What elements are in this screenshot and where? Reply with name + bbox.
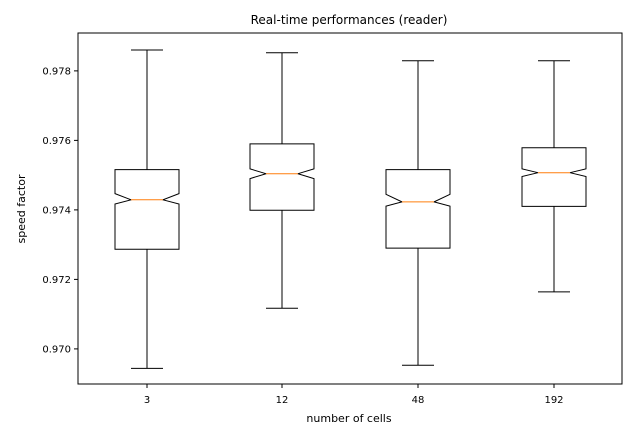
y-tick-label: 0.974 [42, 205, 71, 216]
axis-ticks: 3 12 48 192 0.970 0.972 0.974 0.976 0.978 [42, 66, 563, 406]
box [249, 143, 315, 211]
x-tick-label: 192 [544, 395, 563, 406]
x-tick-label: 48 [412, 395, 425, 406]
y-tick-label: 0.970 [42, 344, 71, 355]
box-group-48 [385, 60, 451, 366]
x-tick-label: 3 [144, 395, 150, 406]
axes-frame [77, 32, 623, 385]
x-axis-label: number of cells [306, 412, 391, 425]
chart-title: Real-time performances (reader) [251, 13, 448, 27]
y-tick-label: 0.972 [42, 275, 71, 286]
y-axis-label: speed factor [15, 174, 28, 243]
box-group-3 [114, 49, 180, 369]
box [385, 169, 451, 249]
x-tick-label: 12 [276, 395, 289, 406]
box-group-192 [521, 60, 587, 293]
box [521, 147, 587, 207]
box-group-12 [249, 52, 315, 309]
box [114, 169, 180, 250]
plot-area [114, 49, 587, 369]
y-tick-label: 0.976 [42, 136, 71, 147]
y-tick-label: 0.978 [42, 66, 71, 77]
